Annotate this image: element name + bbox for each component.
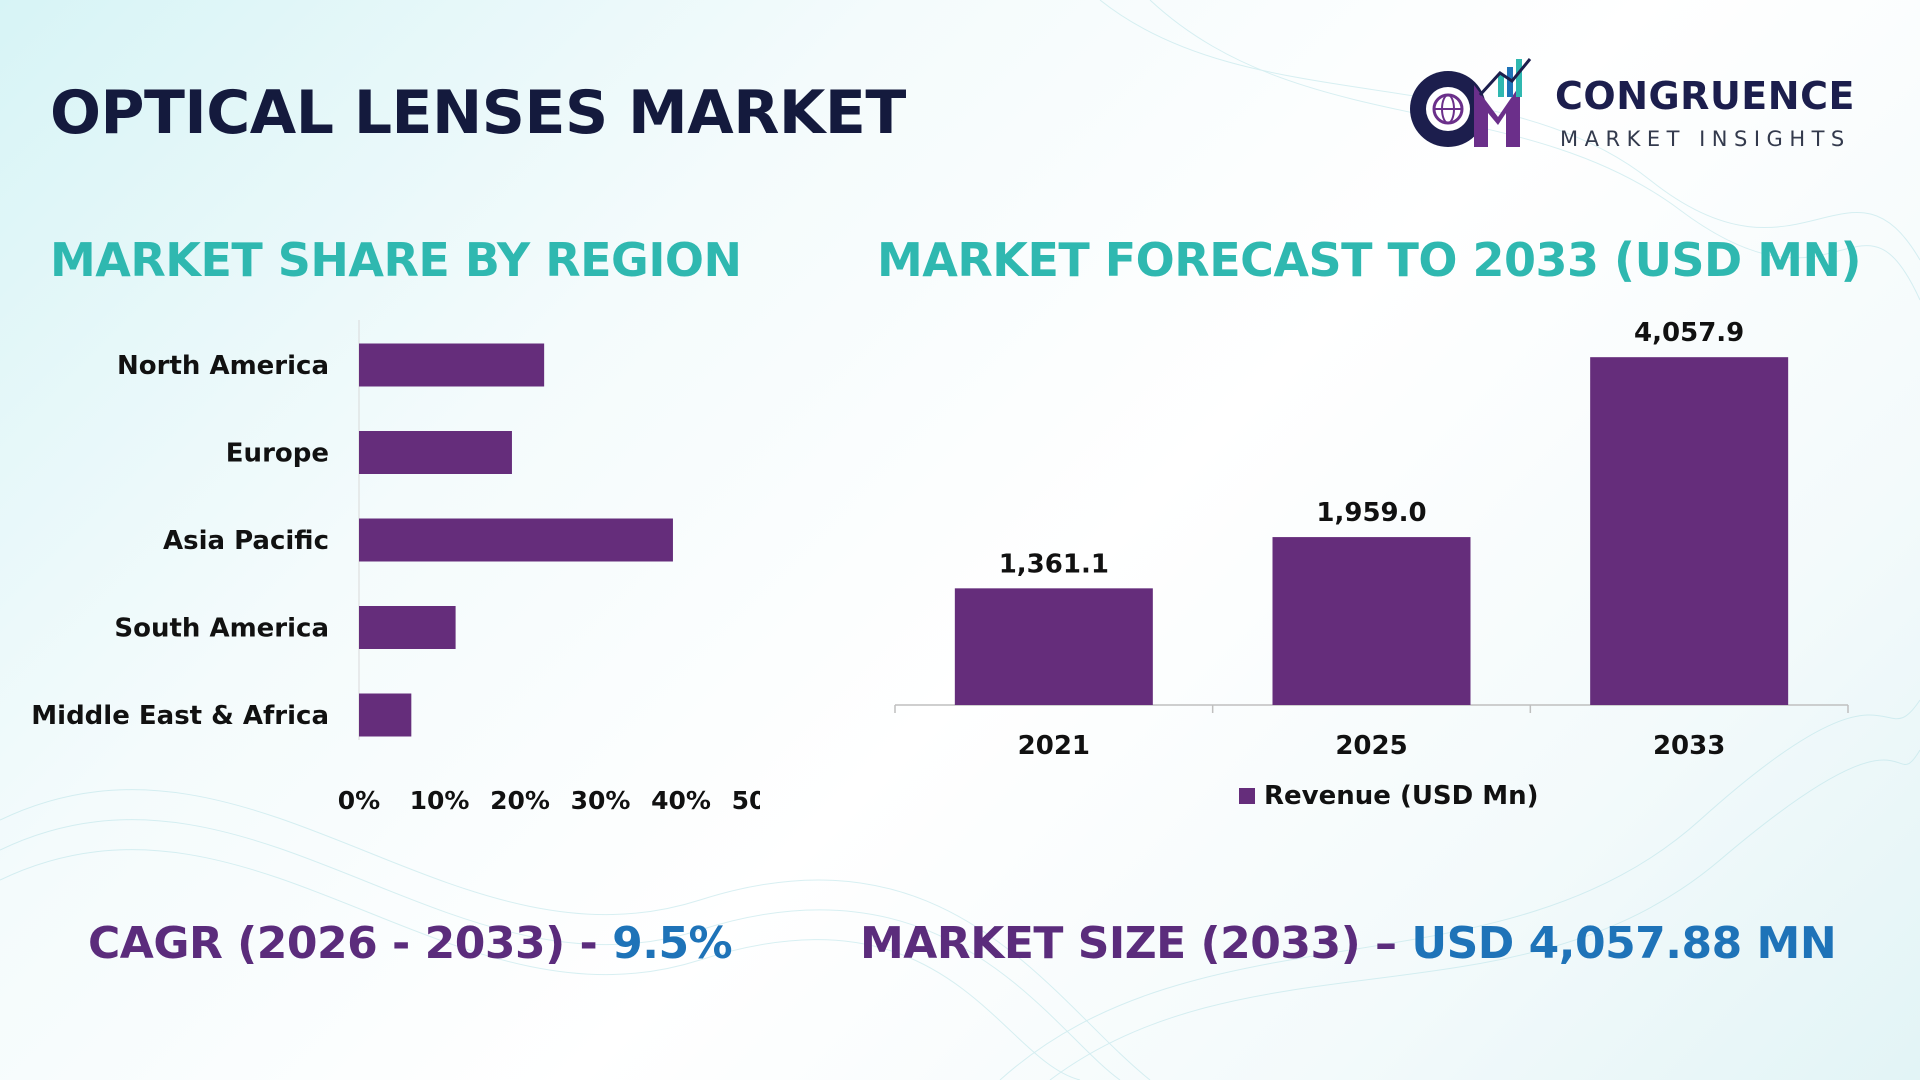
market-size-label: MARKET SIZE (2033) –: [860, 918, 1412, 969]
forecast-data-label: 4,057.9: [1634, 318, 1744, 348]
region-category-label: Middle East & Africa: [31, 701, 329, 731]
legend-label: Revenue (USD Mn): [1264, 781, 1539, 811]
cagr-stat: CAGR (2026 - 2033) - 9.5%: [88, 918, 733, 969]
brand-name: CONGRUENCE: [1555, 74, 1855, 118]
region-category-label: North America: [117, 351, 329, 381]
region-x-tick: 50%: [732, 786, 760, 815]
brand-logo: CM: [1402, 55, 1540, 155]
forecast-x-label: 2021: [1018, 731, 1090, 761]
forecast-bar: [954, 588, 1153, 705]
region-bar: [359, 693, 412, 737]
region-bar: [359, 518, 673, 562]
market-size-stat: MARKET SIZE (2033) – USD 4,057.88 MN: [860, 918, 1837, 969]
region-x-tick: 0%: [338, 786, 380, 815]
legend-swatch: [1239, 788, 1255, 804]
brand-tagline: MARKET INSIGHTS: [1560, 127, 1851, 151]
region-category-label: Asia Pacific: [163, 526, 329, 556]
forecast-data-label: 1,959.0: [1316, 498, 1426, 528]
region-bar-chart: North America Europe Asia Pacific South Ame…: [31, 320, 760, 815]
cagr-label: CAGR (2026 - 2033) -: [88, 918, 613, 969]
region-bar: [359, 606, 456, 649]
forecast-data-label: 1,361.1: [999, 549, 1109, 579]
forecast-x-label: 2025: [1335, 731, 1407, 761]
logo-mark: [1410, 58, 1532, 147]
region-x-tick: 40%: [651, 786, 711, 815]
page-title: OPTICAL LENSES MARKET: [50, 78, 906, 148]
forecast-bar: [1590, 357, 1789, 705]
region-bar: [359, 431, 512, 474]
region-x-tick: 10%: [410, 786, 470, 815]
forecast-bar: [1272, 537, 1471, 705]
region-x-tick: 20%: [490, 786, 550, 815]
region-category-label: Europe: [226, 439, 329, 469]
forecast-x-label: 2033: [1653, 731, 1725, 761]
region-x-tick: 30%: [571, 786, 631, 815]
forecast-bar-chart: 1,361.1 2021 1,959.0 2025 4,057.9 2033 Revenue…: [894, 318, 1849, 811]
market-size-value: USD 4,057.88 MN: [1411, 918, 1837, 969]
region-bar: [359, 343, 545, 387]
region-chart-title: MARKET SHARE BY REGION: [50, 233, 742, 287]
region-category-label: South America: [114, 614, 329, 644]
cagr-value: 9.5%: [612, 918, 733, 969]
forecast-chart-title: MARKET FORECAST TO 2033 (USD MN): [877, 233, 1862, 287]
